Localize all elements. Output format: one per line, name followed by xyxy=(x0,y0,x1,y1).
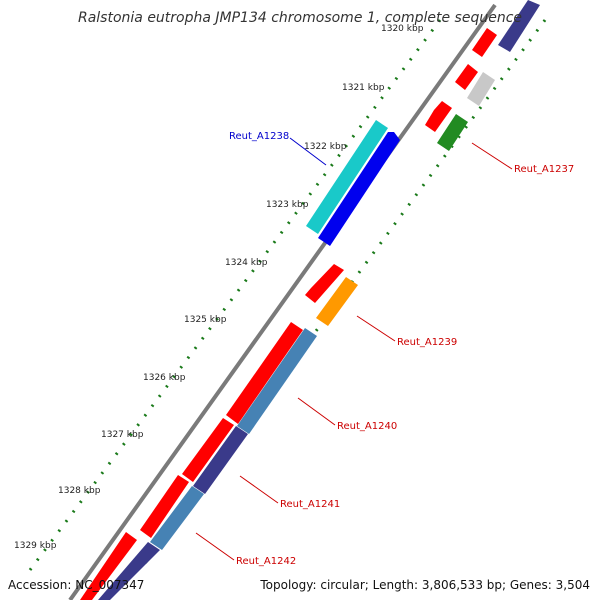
tick-label: 1323 kbp xyxy=(266,200,309,210)
sequence-summary: Topology: circular; Length: 3,806,533 bp… xyxy=(260,578,590,592)
gene-label-Reut_A1238[interactable]: Reut_A1238 xyxy=(229,131,289,142)
tick-label: 1329 kbp xyxy=(14,541,57,551)
gene-arrow[interactable] xyxy=(316,277,358,326)
gene-arrow[interactable] xyxy=(472,28,497,57)
gene-Reut_A1238-blue[interactable] xyxy=(318,132,400,246)
gene-arrow[interactable] xyxy=(140,475,189,538)
tick-label: 1327 kbp xyxy=(101,430,144,440)
tick-label: 1322 kbp xyxy=(304,142,347,152)
gene-arrow[interactable] xyxy=(80,532,137,600)
accession-label: Accession: NC_007347 xyxy=(8,578,145,592)
tick-label: 1324 kbp xyxy=(225,258,268,268)
gene-arrow[interactable] xyxy=(237,328,317,434)
inner-gene-track xyxy=(98,0,540,600)
gene-arrow[interactable] xyxy=(455,64,478,90)
gene-callouts xyxy=(195,137,513,561)
gene-arrow[interactable] xyxy=(305,264,344,303)
tick-label: 1326 kbp xyxy=(143,373,186,383)
tick-label: 1320 kbp xyxy=(381,24,424,34)
kbp-tick-labels: 1320 kbp 1321 kbp 1322 kbp 1323 kbp 1324 kbp… xyxy=(14,24,424,551)
gene-label-Reut_A1240[interactable]: Reut_A1240 xyxy=(337,421,397,432)
gene-arrow[interactable] xyxy=(193,426,248,494)
gene-label-Reut_A1242[interactable]: Reut_A1242 xyxy=(236,556,296,567)
gene-label-Reut_A1241[interactable]: Reut_A1241 xyxy=(280,499,340,510)
gene-arrow[interactable] xyxy=(98,542,160,600)
tick-label: 1328 kbp xyxy=(58,486,101,496)
gene-Reut_A1238-cyan[interactable] xyxy=(306,120,388,234)
outer-gene-track xyxy=(80,28,497,600)
gene-arrow[interactable] xyxy=(150,486,204,550)
gene-arrow[interactable] xyxy=(425,101,452,132)
tick-label: 1325 kbp xyxy=(184,315,227,325)
gene-arrow[interactable] xyxy=(498,0,540,52)
gene-labels: Reut_A1237 Reut_A1238 Reut_A1239 Reut_A1240… xyxy=(229,131,574,567)
gene-arrow[interactable] xyxy=(182,418,234,482)
map-title: Ralstonia eutropha JMP134 chromosome 1, … xyxy=(77,10,522,26)
gene-arrow[interactable] xyxy=(437,114,468,151)
gene-label-Reut_A1239[interactable]: Reut_A1239 xyxy=(397,337,457,348)
chromosome-backbone xyxy=(68,3,497,600)
gene-label-Reut_A1237[interactable]: Reut_A1237 xyxy=(514,164,574,175)
tick-label: 1321 kbp xyxy=(342,83,385,93)
gene-arrow[interactable] xyxy=(467,72,495,106)
gene-arrow[interactable] xyxy=(226,322,303,424)
